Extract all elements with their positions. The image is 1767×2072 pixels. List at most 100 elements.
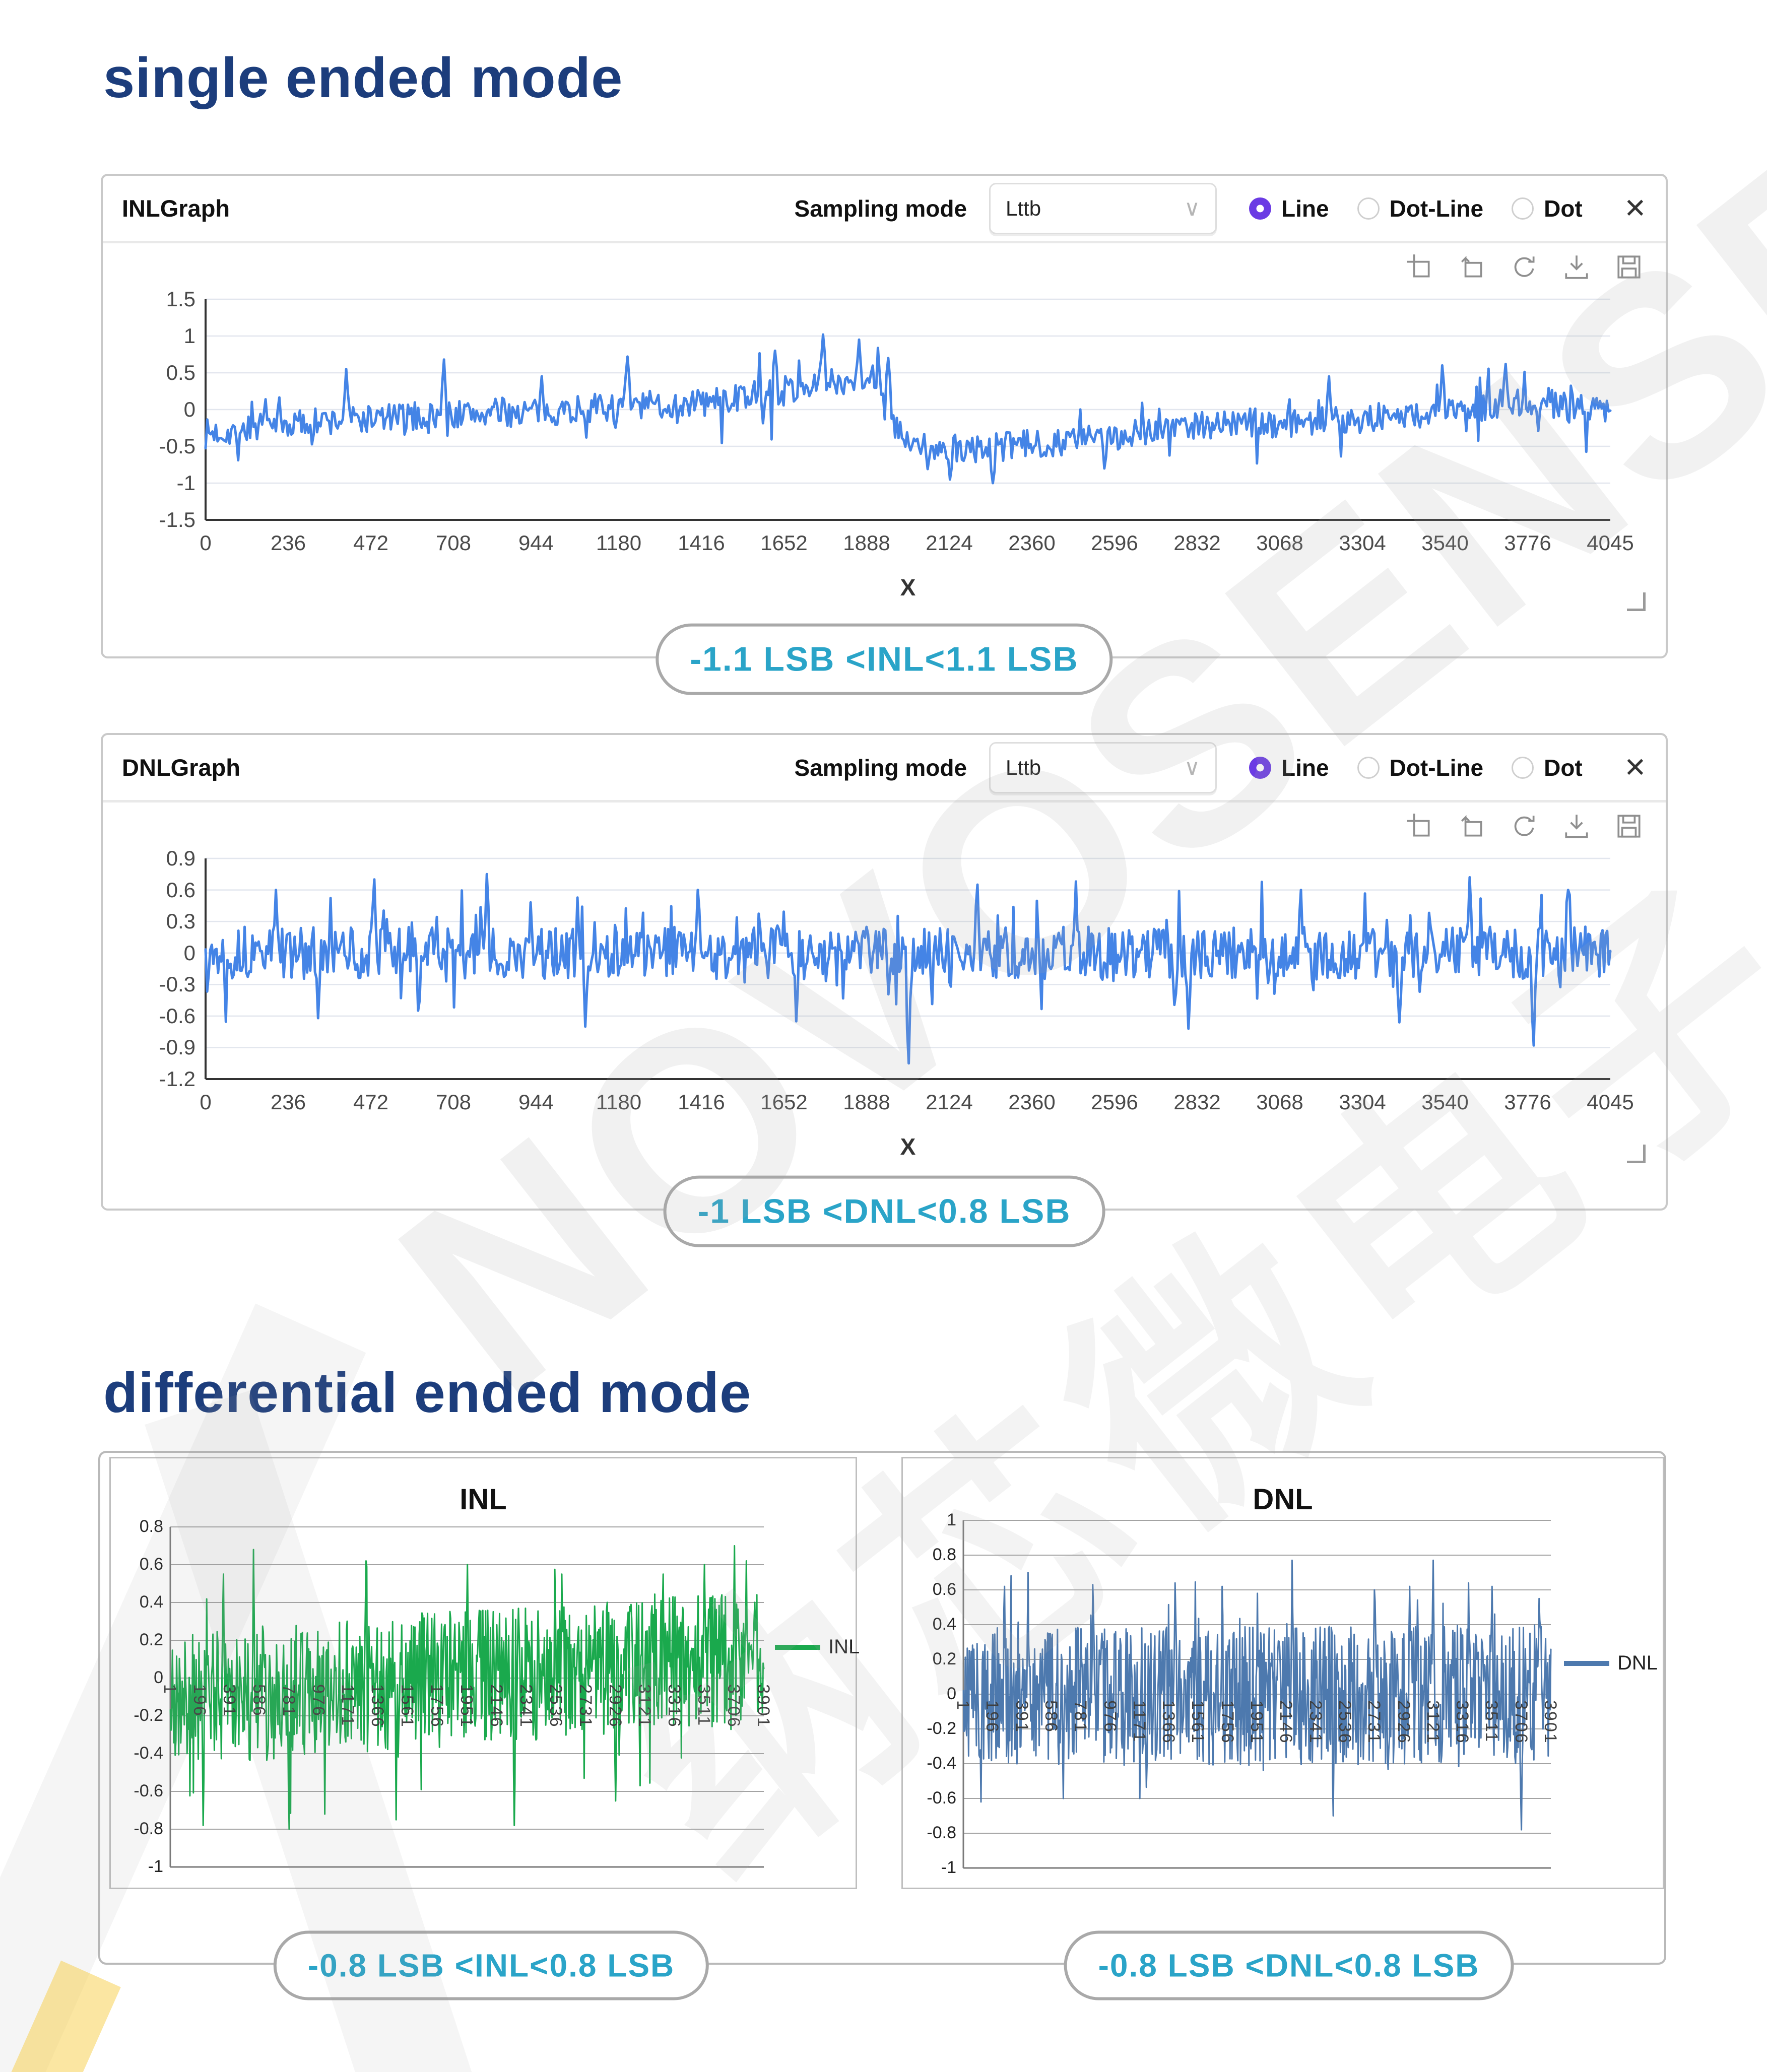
axis-tick-label: 1: [947, 1510, 956, 1529]
axis-tick-label: 4045: [1587, 1090, 1634, 1114]
save-icon[interactable]: [1614, 252, 1644, 284]
axis-tick-label: 3121: [635, 1684, 655, 1728]
axis-tick-label: -0.5: [159, 434, 195, 458]
axis-tick-label: 4045: [1587, 531, 1634, 555]
axis-tick-label: 3776: [1504, 531, 1551, 555]
axis-tick-label: -1: [941, 1858, 956, 1877]
axis-tick-label: 3068: [1256, 1090, 1303, 1114]
axis-tick-label: 2341: [1305, 1700, 1325, 1745]
sampling-mode-dropdown[interactable]: Lttb ∨: [989, 182, 1217, 234]
dnl-result-badge: -1 LSB <DNL<0.8 LSB: [663, 1175, 1105, 1247]
axis-tick-label: -0.6: [134, 1781, 163, 1800]
radio-dot-line[interactable]: Dot-Line: [1357, 195, 1483, 222]
axis-tick-label: 2832: [1173, 531, 1221, 555]
radio-unselected-icon[interactable]: [1357, 756, 1380, 779]
axis-tick-label: 781: [279, 1684, 298, 1717]
inl-line-chart[interactable]: [204, 298, 1612, 521]
axis-tick-label: 0: [200, 1090, 212, 1114]
radio-selected-icon[interactable]: [1249, 197, 1272, 220]
axis-tick-label: 2341: [516, 1684, 536, 1728]
axis-tick-label: 586: [249, 1684, 269, 1717]
dnl-panel-header: DNLGraph Sampling mode Lttb ∨ Line Dot-L…: [103, 735, 1666, 803]
radio-unselected-icon[interactable]: [1512, 197, 1534, 220]
axis-tick-label: 2731: [575, 1684, 595, 1728]
dnl-line-chart[interactable]: [204, 857, 1612, 1080]
radio-dot-line-label: Dot-Line: [1389, 754, 1484, 781]
axis-tick-label: 1416: [678, 531, 725, 555]
close-icon[interactable]: ✕: [1623, 193, 1647, 224]
axis-tick-label: 1951: [1247, 1700, 1266, 1745]
axis-tick-label: 3776: [1504, 1090, 1551, 1114]
axis-tick-label: 3540: [1421, 531, 1469, 555]
zoom-reset-icon[interactable]: [1457, 812, 1486, 843]
axis-tick-label: 1416: [678, 1090, 725, 1114]
axis-tick-label: 2146: [1276, 1700, 1296, 1745]
refresh-icon[interactable]: [1510, 252, 1539, 284]
axis-tick-label: -0.8: [134, 1819, 163, 1838]
close-icon[interactable]: ✕: [1623, 752, 1647, 783]
x-axis-title: X: [900, 574, 916, 600]
axis-tick-label: 196: [983, 1700, 1002, 1733]
dnl-graph-panel: DNLGraph Sampling mode Lttb ∨ Line Dot-L…: [101, 733, 1668, 1247]
radio-dot-label: Dot: [1544, 754, 1583, 781]
legend-swatch: [775, 1644, 820, 1650]
axis-tick-label: 0.4: [139, 1592, 163, 1612]
axis-tick-label: 976: [308, 1684, 328, 1717]
download-icon[interactable]: [1562, 252, 1591, 284]
axis-tick-label: 0: [183, 397, 195, 421]
inl-panel-header: INLGraph Sampling mode Lttb ∨ Line Dot-L…: [103, 176, 1666, 243]
axis-tick-label: 1180: [596, 1090, 642, 1114]
axis-tick-label: 3121: [1423, 1700, 1443, 1745]
axis-tick-label: 1652: [760, 1090, 808, 1114]
axis-tick-label: -1.2: [159, 1067, 195, 1091]
axis-tick-label: 0.2: [139, 1630, 163, 1649]
axis-tick-label: 2731: [1364, 1700, 1384, 1745]
axis-tick-label: 1652: [760, 531, 808, 555]
axis-tick-label: 2124: [926, 1090, 973, 1114]
resize-handle-icon[interactable]: [1627, 592, 1646, 611]
axis-tick-label: -1.5: [159, 508, 195, 531]
axis-tick-label: 472: [353, 1090, 389, 1114]
sampling-mode-label: Sampling mode: [794, 754, 967, 781]
radio-line[interactable]: Line: [1249, 195, 1329, 222]
radio-dot[interactable]: Dot: [1512, 754, 1583, 781]
sampling-mode-dropdown[interactable]: Lttb ∨: [989, 742, 1217, 793]
radio-dot-line[interactable]: Dot-Line: [1357, 754, 1484, 781]
zoom-select-icon[interactable]: [1405, 812, 1434, 843]
radio-unselected-icon[interactable]: [1357, 197, 1380, 220]
axis-tick-label: 2124: [926, 531, 973, 555]
resize-handle-icon[interactable]: [1627, 1145, 1646, 1163]
axis-tick-label: 0: [154, 1668, 163, 1687]
axis-tick-label: 1888: [843, 531, 890, 555]
axis-tick-label: 1951: [457, 1684, 476, 1728]
diff-dnl-chart-box: DNL DNL 1 0.8 0.6 0.4 0.2 0 -0.2 -0.4 -0.6 -0.8 -1…: [901, 1457, 1664, 1889]
axis-tick-label: 2360: [1008, 1090, 1056, 1114]
save-icon[interactable]: [1614, 812, 1644, 843]
axis-tick-label: 0: [183, 941, 195, 965]
chevron-down-icon: ∨: [1184, 755, 1201, 780]
inl-graph-panel: INLGraph Sampling mode Lttb ∨ Line Dot-L…: [101, 174, 1668, 695]
refresh-icon[interactable]: [1510, 812, 1539, 843]
radio-selected-icon[interactable]: [1249, 756, 1272, 779]
diff-dnl-result-badge: -0.8 LSB <DNL<0.8 LSB: [1064, 1930, 1514, 2000]
radio-line[interactable]: Line: [1249, 754, 1329, 781]
axis-tick-label: 1.5: [166, 287, 195, 311]
axis-tick-label: 1888: [843, 1090, 890, 1114]
zoom-select-icon[interactable]: [1405, 252, 1434, 284]
radio-dot-label: Dot: [1544, 195, 1583, 222]
chart-toolbar: [1405, 252, 1644, 284]
axis-tick-label: 586: [1041, 1700, 1061, 1733]
axis-tick-label: 2832: [1173, 1090, 1221, 1114]
diff-inl-result-badge: -0.8 LSB <INL<0.8 LSB: [273, 1930, 709, 2000]
axis-tick-label: 1561: [398, 1684, 417, 1728]
axis-tick-label: -1: [176, 471, 195, 495]
axis-tick-label: -0.9: [159, 1035, 195, 1059]
axis-tick-label: 3706: [724, 1684, 744, 1728]
axis-tick-label: 196: [189, 1684, 209, 1717]
download-icon[interactable]: [1562, 812, 1591, 843]
zoom-reset-icon[interactable]: [1457, 252, 1486, 284]
radio-unselected-icon[interactable]: [1512, 756, 1534, 779]
axis-tick-label: 3304: [1339, 1090, 1386, 1114]
radio-dot[interactable]: Dot: [1512, 195, 1583, 222]
axis-tick-label: 1756: [1217, 1700, 1237, 1745]
